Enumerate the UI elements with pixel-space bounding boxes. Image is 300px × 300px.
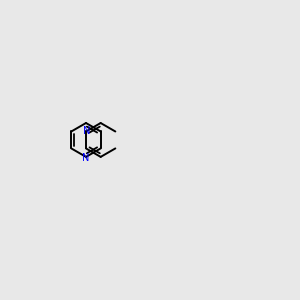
Text: N: N xyxy=(82,153,90,163)
Text: N: N xyxy=(83,127,90,136)
